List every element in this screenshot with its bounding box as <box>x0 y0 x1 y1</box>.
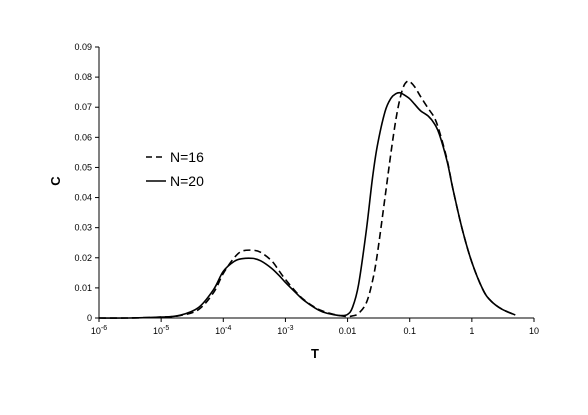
x-tick-label: 0.1 <box>403 326 416 336</box>
x-tick-exponent: -5 <box>163 325 169 332</box>
legend: N=16 N=20 <box>146 149 204 189</box>
y-tick-label: 0.03 <box>74 223 92 233</box>
x-tick-label: 1 <box>469 326 474 336</box>
x-tick-label: 10-6 <box>91 325 107 336</box>
y-ticks: 0 0.01 0.02 0.03 0.04 0.05 0.06 0.07 0.08 0.09 <box>74 42 99 323</box>
x-tick-label: 10-5 <box>153 325 169 336</box>
y-axis-label: C <box>48 176 63 186</box>
legend-label-n20: N=20 <box>170 173 204 189</box>
x-tick-label: 10-3 <box>277 325 293 336</box>
x-tick-exponent: -4 <box>225 325 231 332</box>
x-tick-exponent: -6 <box>101 325 107 332</box>
y-tick-label: 0.02 <box>74 253 92 263</box>
x-ticks: 10-6 10-5 10-4 10-3 0.01 0.1 1 10 <box>91 318 539 336</box>
y-tick-label: 0.01 <box>74 283 92 293</box>
x-tick-label: 0.01 <box>339 326 357 336</box>
y-tick-label: 0.04 <box>74 193 92 203</box>
y-tick-label: 0.09 <box>74 42 92 52</box>
axes <box>98 47 534 319</box>
x-tick-label: 10 <box>529 326 539 336</box>
y-tick-label: 0 <box>87 313 92 323</box>
legend-label-n16: N=16 <box>170 149 204 165</box>
series-line-n-20 <box>98 91 516 319</box>
y-tick-label: 0.06 <box>74 132 92 142</box>
y-tick-label: 0.07 <box>74 102 92 112</box>
x-axis-label: T <box>311 346 319 361</box>
x-tick-label: 10-4 <box>215 325 231 336</box>
y-tick-label: 0.05 <box>74 162 92 172</box>
series-layer <box>98 80 516 319</box>
series-line-n-16 <box>98 80 516 319</box>
x-tick-exponent: -3 <box>287 325 293 332</box>
y-tick-label: 0.08 <box>74 72 92 82</box>
